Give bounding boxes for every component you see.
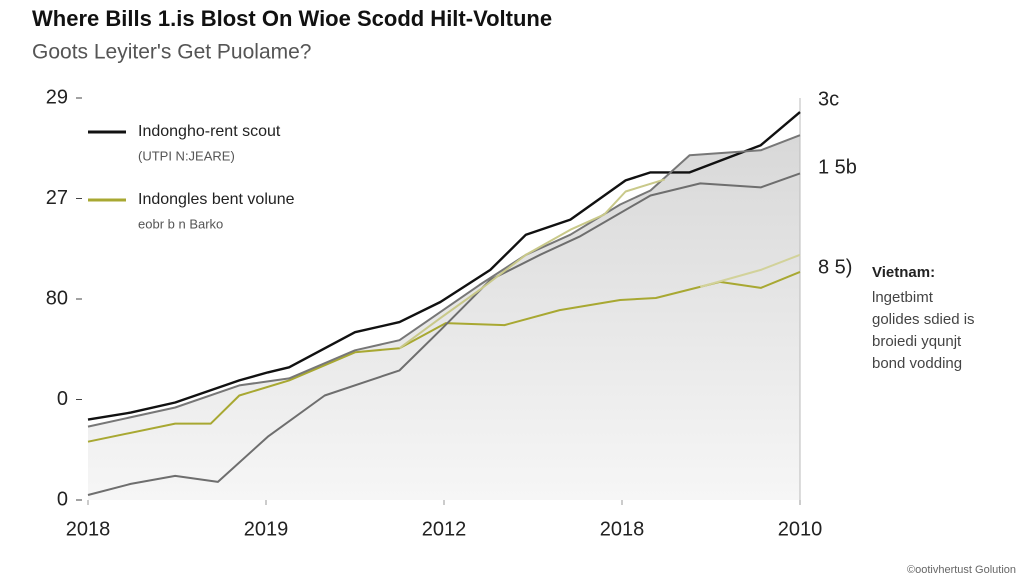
area-layer [88, 135, 800, 500]
line [398, 178, 665, 350]
chart-subtitle: Goots Leyiter's Get Puolame? [32, 41, 311, 64]
footer: ©ootivhertust Golution [907, 564, 1016, 576]
legend-label: Indongho-rent scout [138, 123, 281, 140]
line [87, 270, 801, 443]
y-tick-label: 80 [46, 287, 68, 309]
annotation-line: lngetbimt [872, 289, 934, 306]
x-tick-label: 2010 [778, 518, 823, 540]
x-tick-label: 2019 [244, 518, 289, 540]
labels: 29 27 80 0 0 2018 2019 2012 2018 2010 3c 1 5b 8 5) Vi… [46, 86, 1016, 576]
y-tick-label: 0 [57, 488, 68, 510]
annotation-heading: Vietnam: [872, 264, 935, 281]
right-label: 1 5b [818, 156, 857, 178]
line [87, 134, 801, 428]
y-tick-label: 27 [46, 187, 68, 209]
line [87, 111, 801, 421]
area [88, 135, 800, 500]
x-tick-label: 2018 [600, 518, 645, 540]
legend: Indongho-rent scout (UTPI N:JEARE) Indongl… [88, 123, 295, 231]
legend-label: Indongles bent volune [138, 191, 295, 208]
y-tick-label: 0 [57, 388, 68, 410]
annotation-line: bond vodding [872, 355, 962, 372]
line-layer [87, 111, 801, 496]
annotation-line: broiedi yqunjt [872, 333, 962, 350]
y-tick-label: 29 [46, 86, 68, 108]
x-tick-label: 2012 [422, 518, 467, 540]
right-label: 8 5) [818, 256, 852, 278]
line [700, 253, 801, 288]
right-label: 3c [818, 88, 839, 110]
x-tick-label: 2018 [66, 518, 111, 540]
legend-subtitle: eobr b n Barko [138, 216, 223, 231]
annotation-line: golides sdied is [872, 311, 975, 328]
line [87, 172, 801, 496]
chart-title: Where Bills 1.is Blost On Wioe Scodd Hil… [32, 6, 552, 31]
legend-subtitle: (UTPI N:JEARE) [138, 148, 235, 163]
